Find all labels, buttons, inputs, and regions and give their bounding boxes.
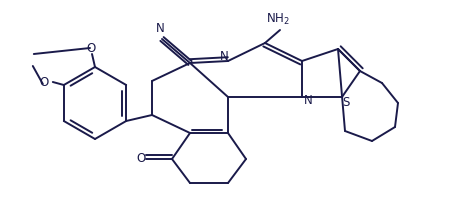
Text: N: N [156,23,164,36]
Text: O: O [136,152,146,166]
Text: S: S [342,95,350,109]
Text: N: N [303,95,313,107]
Text: N: N [220,51,228,63]
Text: NH$_2$: NH$_2$ [266,11,290,27]
Text: O: O [86,42,96,55]
Text: O: O [39,76,48,90]
